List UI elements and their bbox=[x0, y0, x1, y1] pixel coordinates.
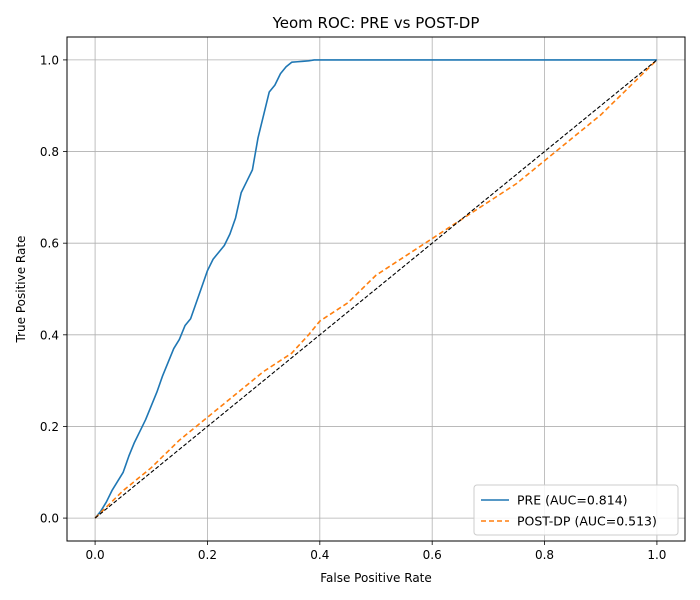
y-axis-label: True Positive Rate bbox=[14, 236, 28, 344]
legend-label-post-dp: POST-DP (AUC=0.513) bbox=[517, 514, 657, 529]
y-tick-label: 0.0 bbox=[40, 512, 59, 526]
x-tick-label: 0.8 bbox=[535, 548, 554, 562]
series-layer bbox=[94, 59, 658, 519]
x-tick-label: 1.0 bbox=[647, 548, 666, 562]
y-tick-label: 0.4 bbox=[40, 328, 59, 342]
legend-box bbox=[473, 484, 679, 536]
y-axis-ticks: 0.0 0.2 0.4 0.6 0.8 1.0 bbox=[40, 53, 67, 526]
y-tick-label: 1.0 bbox=[40, 53, 59, 67]
series-line-post-dp bbox=[94, 59, 658, 519]
plot-frame bbox=[66, 36, 686, 542]
x-tick-label: 0.2 bbox=[198, 548, 217, 562]
x-axis-label: False Positive Rate bbox=[320, 571, 432, 585]
legend: PRE (AUC=0.814) POST-DP (AUC=0.513) bbox=[473, 484, 679, 536]
x-tick-label: 0.6 bbox=[423, 548, 442, 562]
chart-title: Yeom ROC: PRE vs POST-DP bbox=[272, 14, 480, 32]
y-tick-label: 0.2 bbox=[40, 420, 59, 434]
y-tick-label: 0.8 bbox=[40, 145, 59, 159]
x-tick-label: 0.4 bbox=[310, 548, 329, 562]
grid-lines bbox=[67, 37, 685, 541]
y-tick-label: 0.6 bbox=[40, 237, 59, 251]
chance-diagonal-line bbox=[94, 59, 658, 519]
x-tick-label: 0.0 bbox=[86, 548, 105, 562]
x-axis-ticks: 0.0 0.2 0.4 0.6 0.8 1.0 bbox=[86, 541, 666, 562]
series-line-pre bbox=[94, 59, 657, 519]
legend-label-pre: PRE (AUC=0.814) bbox=[517, 493, 628, 508]
